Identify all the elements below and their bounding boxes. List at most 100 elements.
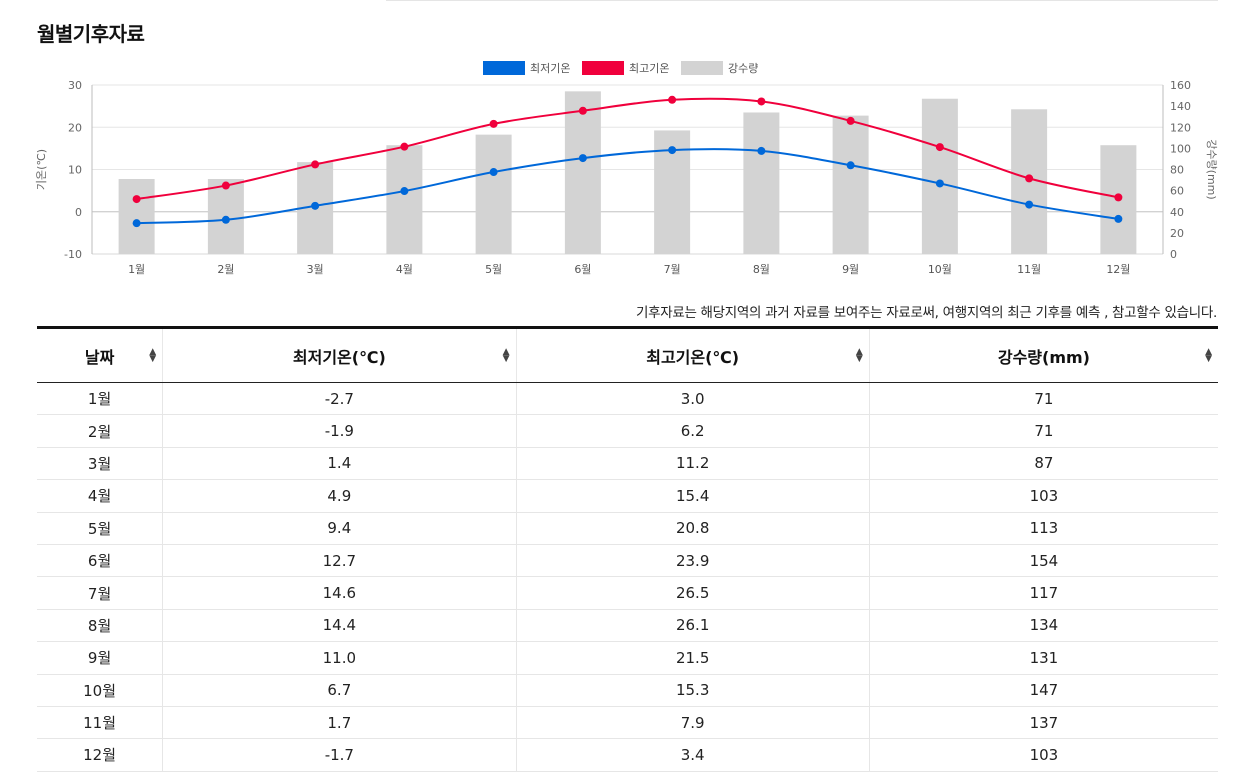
cell-precipitation: 71 [869, 414, 1218, 448]
cell-precipitation: 103 [869, 738, 1218, 772]
cell-min-temp: 12.7 [162, 544, 517, 578]
header-label: 최고기온(℃) [646, 347, 740, 367]
cell-min-temp: 14.6 [162, 576, 517, 610]
cell-max-temp: 11.2 [516, 447, 870, 481]
min-temp-point [132, 219, 141, 228]
sort-arrows-icon[interactable]: ▲ ▼ [149, 346, 157, 364]
cell-precipitation: 71 [869, 382, 1218, 416]
cell-month: 6월 [37, 544, 164, 578]
header-min-temp[interactable]: 최저기온(℃) ▲ ▼ [162, 327, 517, 383]
max-temp-line [136, 97, 1119, 201]
cell-max-temp: 3.0 [516, 382, 870, 416]
cell-month: 11월 [37, 706, 164, 740]
x-tick-label: 9월 [842, 263, 859, 276]
table-row: 2월 -1.9 6.2 71 [37, 414, 1218, 448]
cell-month: 2월 [37, 414, 164, 448]
table-row: 8월 14.4 26.1 134 [37, 609, 1218, 643]
cell-min-temp: 6.7 [162, 674, 517, 707]
header-max-temp[interactable]: 최고기온(℃) ▲ ▼ [516, 327, 870, 383]
x-tick-label: 6월 [574, 263, 591, 276]
table-row: 5월 9.4 20.8 113 [37, 512, 1218, 545]
min-temp-point [1114, 214, 1123, 223]
cell-precipitation: 154 [869, 544, 1218, 578]
max-temp-point [132, 195, 141, 204]
cell-month: 4월 [37, 479, 164, 513]
max-temp-point [578, 106, 587, 115]
table-row: 9월 11.0 21.5 131 [37, 641, 1218, 675]
x-tick-label: 10월 [928, 263, 952, 276]
y2-tick-label: 120 [1170, 121, 1191, 134]
min-temp-point [578, 154, 587, 163]
max-temp-point [400, 142, 409, 151]
y-tick-label: -10 [64, 248, 82, 261]
cell-precipitation: 134 [869, 609, 1218, 643]
table-row: 1월 -2.7 3.0 71 [37, 382, 1218, 416]
cell-month: 12월 [37, 738, 164, 772]
x-tick-label: 5월 [485, 263, 502, 276]
x-tick-label: 2월 [217, 263, 234, 276]
table-body: 1월 -2.7 3.0 71 2월 -1.9 6.2 71 3월 1.4 11.2 87 4월 4.9 15… [37, 382, 1218, 772]
y2-tick-label: 60 [1170, 185, 1184, 198]
cell-max-temp: 6.2 [516, 414, 870, 448]
table-row: 7월 14.6 26.5 117 [37, 576, 1218, 610]
cell-month: 3월 [37, 447, 164, 481]
min-temp-point [935, 179, 944, 188]
cell-month: 8월 [37, 609, 164, 643]
rain-bar [743, 112, 780, 255]
header-label: 날짜 [84, 347, 115, 367]
sort-arrows-icon[interactable]: ▲ ▼ [502, 346, 510, 364]
cell-min-temp: 4.9 [162, 479, 517, 513]
max-temp-point [846, 116, 855, 125]
x-tick-label: 1월 [128, 263, 145, 276]
cell-month: 7월 [37, 576, 164, 610]
y2-tick-label: 40 [1170, 206, 1184, 219]
x-tick-label: 8월 [753, 263, 770, 276]
cell-month: 10월 [37, 674, 164, 707]
legend-precipitation-label: 강수량 [728, 62, 758, 75]
y-tick-label: 20 [68, 121, 82, 134]
max-temp-point [668, 95, 677, 104]
table-row: 11월 1.7 7.9 137 [37, 706, 1218, 740]
cell-max-temp: 20.8 [516, 512, 870, 545]
rain-bar [921, 98, 958, 254]
legend-precipitation-swatch [681, 61, 723, 75]
cell-max-temp: 26.5 [516, 576, 870, 610]
rain-bar [564, 91, 601, 255]
cell-precipitation: 113 [869, 512, 1218, 545]
x-tick-label: 11월 [1017, 263, 1041, 276]
table-row: 3월 1.4 11.2 87 [37, 447, 1218, 481]
legend-max-temp-label: 최고기온 [629, 62, 669, 75]
rain-bar [118, 179, 155, 254]
header-label: 강수량(mm) [997, 347, 1090, 367]
y2-tick-label: 140 [1170, 100, 1191, 113]
x-tick-label: 7월 [664, 263, 681, 276]
x-tick-label: 3월 [307, 263, 324, 276]
cell-min-temp: -2.7 [162, 382, 517, 416]
cell-max-temp: 15.3 [516, 674, 870, 707]
cell-month: 5월 [37, 512, 164, 545]
header-date[interactable]: 날짜 ▲ ▼ [37, 327, 164, 383]
cell-precipitation: 87 [869, 447, 1218, 481]
cell-min-temp: 1.7 [162, 706, 517, 740]
top-divider [386, 0, 1218, 1]
table-row: 12월 -1.7 3.4 103 [37, 738, 1218, 772]
cell-max-temp: 26.1 [516, 609, 870, 643]
max-temp-point [221, 181, 230, 190]
header-precipitation[interactable]: 강수량(mm) ▲ ▼ [869, 327, 1218, 383]
sort-arrows-icon[interactable]: ▲ ▼ [1205, 346, 1212, 364]
cell-min-temp: 11.0 [162, 641, 517, 675]
y2-axis-title: 강수량(mm) [1205, 139, 1218, 199]
header-label: 최저기온(℃) [292, 347, 386, 367]
table-row: 6월 12.7 23.9 154 [37, 544, 1218, 578]
rain-bar [386, 145, 423, 254]
legend-max-temp-swatch [582, 61, 624, 75]
rain-bar [832, 115, 869, 254]
y-tick-label: 10 [68, 164, 82, 177]
min-temp-point [489, 168, 498, 177]
y2-tick-label: 80 [1170, 164, 1184, 177]
cell-precipitation: 131 [869, 641, 1218, 675]
cell-min-temp: 14.4 [162, 609, 517, 643]
rain-bar [475, 134, 512, 254]
sort-arrows-icon[interactable]: ▲ ▼ [855, 346, 863, 364]
